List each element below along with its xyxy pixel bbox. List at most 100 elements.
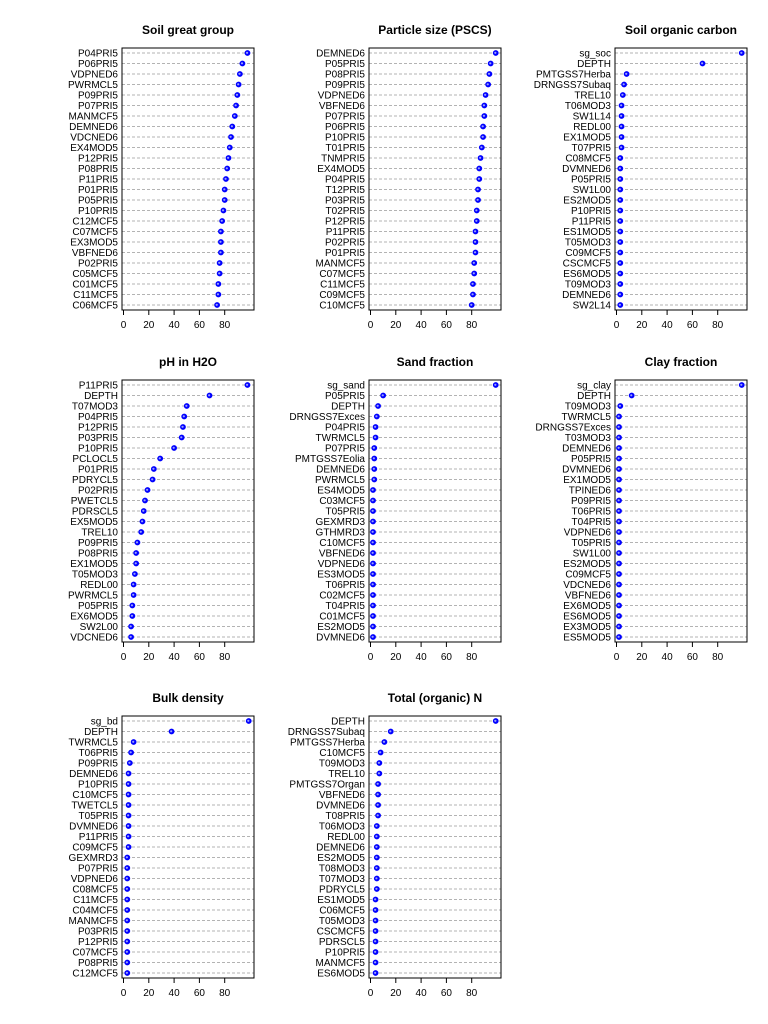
data-point: [371, 476, 378, 483]
data-point: [616, 560, 622, 567]
data-point: [471, 270, 478, 277]
category-label: T05MOD3: [72, 570, 119, 581]
category-label: P05PRI5: [325, 59, 365, 70]
data-point: [140, 508, 147, 514]
data-point: [371, 466, 378, 472]
category-label: T06MOD3: [319, 822, 366, 833]
data-point: [125, 781, 132, 787]
category-label: P01PRI5: [325, 248, 365, 259]
data-point: [372, 959, 379, 966]
category-label: DEMNED6: [562, 290, 611, 301]
category-label: GEXMRD3: [316, 517, 366, 528]
category-label: P03PRI5: [325, 196, 365, 207]
data-point: [616, 581, 622, 588]
data-point: [133, 560, 140, 567]
data-point: [373, 823, 380, 829]
plot-frame: [368, 379, 502, 643]
category-label: P03PRI5: [78, 433, 118, 444]
category-label: ES3MOD5: [317, 570, 365, 581]
category-label: T08PRI5: [326, 811, 366, 822]
chart-panel: Soil great group P04PRI5P06PRI5VDPNED6PWR…: [68, 23, 255, 331]
data-point: [130, 739, 137, 745]
x-tick-label: 80: [219, 988, 231, 999]
data-point: [476, 176, 483, 182]
data-point: [472, 249, 479, 256]
data-point: [144, 487, 151, 493]
data-point: [616, 602, 622, 609]
data-point: [124, 970, 131, 976]
data-point: [480, 123, 486, 130]
x-tick-label: 80: [466, 320, 478, 331]
category-label: C12MCF5: [72, 969, 118, 980]
data-point: [375, 403, 381, 409]
category-label: SW2L14: [573, 301, 612, 312]
x-tick-label: 60: [194, 320, 206, 331]
x-tick-label: 0: [121, 988, 127, 999]
category-label: P06PRI5: [325, 122, 365, 133]
category-label: C11MCF5: [320, 280, 365, 291]
category-label: DRNGSS7Subaq: [288, 727, 365, 738]
category-label: VDPNED6: [318, 559, 366, 570]
category-label: P02PRI5: [325, 238, 365, 249]
data-point: [124, 959, 131, 966]
category-label: T06PRI5: [79, 748, 119, 759]
category-label: ES2MOD5: [563, 196, 611, 207]
x-tick-label: 20: [636, 320, 648, 331]
category-label: C06MCF5: [319, 906, 365, 917]
category-label: P02PRI5: [78, 486, 118, 497]
category-label: EX1MOD5: [563, 133, 611, 144]
category-label: EX4MOD5: [317, 164, 365, 175]
category-label: C01MCF5: [319, 612, 365, 623]
category-label: ES2MOD5: [317, 622, 365, 633]
data-point: [377, 749, 384, 756]
data-point: [218, 228, 224, 235]
category-label: VDPNED6: [564, 528, 612, 539]
data-point: [372, 938, 379, 945]
data-point: [128, 623, 134, 630]
category-label: PCLOCL5: [72, 454, 118, 465]
category-label: VDCNED6: [70, 133, 118, 144]
category-label: ES4MOD5: [317, 486, 365, 497]
category-label: T09MOD3: [565, 402, 612, 413]
data-point: [616, 529, 622, 535]
x-tick-label: 80: [712, 320, 724, 331]
data-point: [124, 865, 131, 871]
data-point: [124, 907, 131, 913]
data-point: [617, 197, 624, 203]
category-label: P12PRI5: [78, 937, 118, 948]
category-label: TNMPRI5: [321, 154, 365, 165]
category-label: C12MCF5: [72, 217, 118, 228]
data-point: [618, 113, 625, 119]
category-label: P04PRI5: [325, 423, 365, 434]
category-label: VBFNED6: [319, 549, 366, 560]
chart-title: Total (organic) N: [388, 691, 482, 705]
category-label: VDPNED6: [318, 91, 366, 102]
category-label: ES2MOD5: [317, 853, 365, 864]
data-point: [373, 844, 380, 850]
data-point: [472, 228, 479, 235]
data-point: [616, 592, 622, 598]
category-label: DVMNED6: [316, 633, 365, 644]
data-point: [472, 239, 479, 245]
data-point: [157, 455, 164, 462]
category-label: TREL10: [81, 528, 118, 539]
category-label: C10MCF5: [319, 301, 365, 312]
data-point: [621, 81, 627, 88]
category-label: VBFNED6: [72, 248, 119, 259]
category-label: T06MOD3: [565, 101, 612, 112]
category-label: MANMCF5: [316, 259, 366, 270]
data-point: [373, 413, 380, 420]
x-tick-label: 0: [368, 988, 374, 999]
data-point: [171, 445, 178, 451]
category-label: DEPTH: [84, 727, 118, 738]
data-point: [168, 728, 175, 735]
x-tick-label: 60: [194, 652, 206, 663]
data-point: [130, 592, 137, 598]
category-label: P11PRI5: [572, 217, 612, 228]
x-tick-label: 20: [143, 320, 155, 331]
x-tick-label: 60: [687, 320, 699, 331]
data-point: [370, 623, 376, 630]
category-label: ES2MOD5: [563, 559, 611, 570]
data-point: [616, 571, 622, 577]
data-point: [124, 949, 131, 955]
